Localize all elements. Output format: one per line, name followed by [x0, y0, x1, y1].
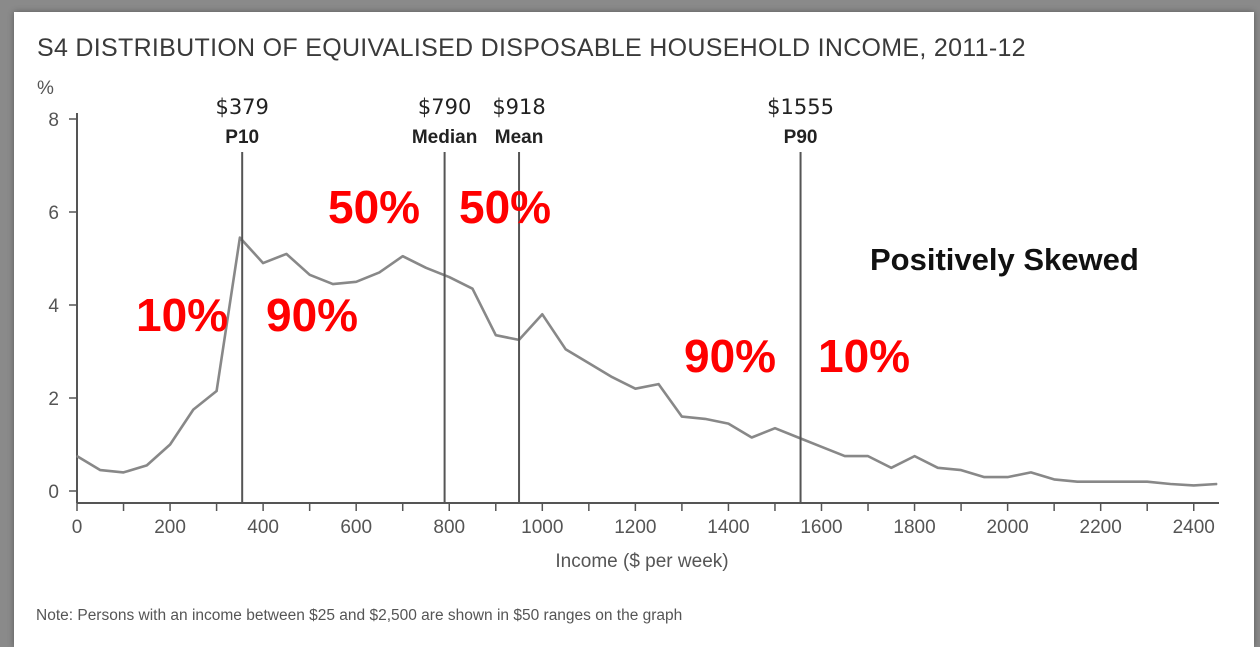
annotation-p10-left: 10%: [136, 289, 228, 341]
x-tick-label: 200: [154, 517, 186, 538]
marker-value: $1555: [767, 95, 834, 119]
x-tick-label: 1800: [893, 517, 935, 538]
data-point: [681, 416, 683, 418]
data-point: [285, 253, 287, 255]
data-point: [1146, 481, 1148, 483]
data-point: [192, 409, 194, 411]
data-point: [239, 236, 241, 239]
data-point: [774, 427, 776, 429]
chart-title: S4 DISTRIBUTION OF EQUIVALISED DISPOSABL…: [37, 34, 1026, 62]
x-tick-label: 1200: [614, 517, 656, 538]
marker-label: P90: [784, 127, 818, 148]
marker-value: $790: [418, 95, 471, 119]
y-tick-label: 0: [48, 482, 59, 503]
series-line: [76, 236, 1218, 487]
data-point: [355, 281, 357, 283]
data-point: [960, 469, 962, 471]
data-point: [541, 313, 543, 315]
y-tick-label: 4: [48, 296, 59, 317]
data-point: [797, 436, 799, 439]
marker-label: Median: [412, 127, 477, 148]
annotation-p90-right: 10%: [818, 330, 910, 382]
data-point: [913, 455, 916, 457]
data-point: [76, 455, 78, 457]
data-point: [1076, 481, 1079, 483]
data-point: [983, 476, 985, 478]
data-point: [169, 443, 171, 446]
data-point: [820, 446, 823, 448]
x-axis-label: Income ($ per week): [555, 551, 728, 572]
data-point: [588, 362, 590, 364]
data-point: [146, 464, 148, 467]
data-point: [448, 276, 450, 278]
x-tick-label: 600: [340, 517, 372, 538]
x-tick-label: 800: [433, 517, 465, 538]
marker-label: P10: [225, 127, 259, 148]
x-tick-label: 1600: [800, 517, 842, 538]
data-point: [402, 255, 404, 257]
x-tick-label: 2200: [1080, 517, 1122, 538]
data-point: [751, 436, 753, 439]
data-point: [1123, 481, 1125, 483]
annotation-p90-left: 90%: [684, 330, 776, 382]
income-distribution-chart: S4 DISTRIBUTION OF EQUIVALISED DISPOSABL…: [36, 34, 1219, 624]
data-point: [122, 471, 125, 473]
y-axis-label: %: [37, 78, 54, 99]
annotation-median-right: 50%: [459, 181, 551, 233]
y-tick-label: 6: [48, 203, 59, 224]
data-point: [332, 283, 334, 285]
annotation-p10-right: 90%: [266, 289, 358, 341]
data-point: [495, 334, 497, 336]
chart-note: Note: Persons with an income between $25…: [36, 607, 682, 624]
annotation-skew: Positively Skewed: [870, 242, 1139, 277]
data-point: [1216, 483, 1218, 485]
marker-value: $918: [492, 95, 545, 119]
x-tick-label: 2400: [1173, 517, 1215, 538]
axes: 0 2 4 6 8 0 200 400 600 800 1000 1200 1400 1600 1800 20…: [48, 110, 1219, 538]
data-point: [378, 271, 381, 274]
x-tick-label: 1400: [707, 517, 749, 538]
data-point: [658, 383, 660, 385]
data-point: [1100, 481, 1102, 483]
data-point: [564, 348, 567, 350]
data-point: [1169, 483, 1172, 485]
data-point: [867, 455, 869, 457]
data-point: [99, 469, 101, 471]
data-point: [1030, 471, 1032, 473]
x-tick-label: 2000: [986, 517, 1028, 538]
marker-label: Mean: [495, 127, 544, 148]
data-point: [704, 418, 706, 420]
data-point: [425, 267, 427, 269]
annotation-median-left: 50%: [328, 181, 420, 233]
data-point: [1193, 484, 1195, 487]
x-tick-label: 400: [247, 517, 279, 538]
statistic-markers: $379 P10 $790 Median $918 Mean $1555 P90: [215, 95, 834, 503]
data-point: [634, 388, 636, 390]
data-point: [262, 262, 264, 264]
data-point: [1053, 478, 1055, 480]
data-point: [727, 422, 730, 425]
marker-value: $379: [215, 95, 268, 119]
x-tick-label: 0: [72, 517, 83, 538]
plot-area: [76, 236, 1218, 487]
data-point: [471, 288, 474, 290]
data-point: [844, 455, 846, 457]
data-point: [215, 390, 218, 392]
data-point: [1007, 476, 1009, 478]
chart-panel: S4 DISTRIBUTION OF EQUIVALISED DISPOSABL…: [14, 12, 1254, 647]
y-tick-label: 8: [48, 110, 59, 131]
data-point: [611, 376, 613, 378]
data-point: [309, 274, 311, 276]
data-point: [937, 467, 939, 469]
x-tick-label: 1000: [521, 517, 563, 538]
y-tick-label: 2: [48, 389, 59, 410]
data-point: [890, 467, 892, 469]
